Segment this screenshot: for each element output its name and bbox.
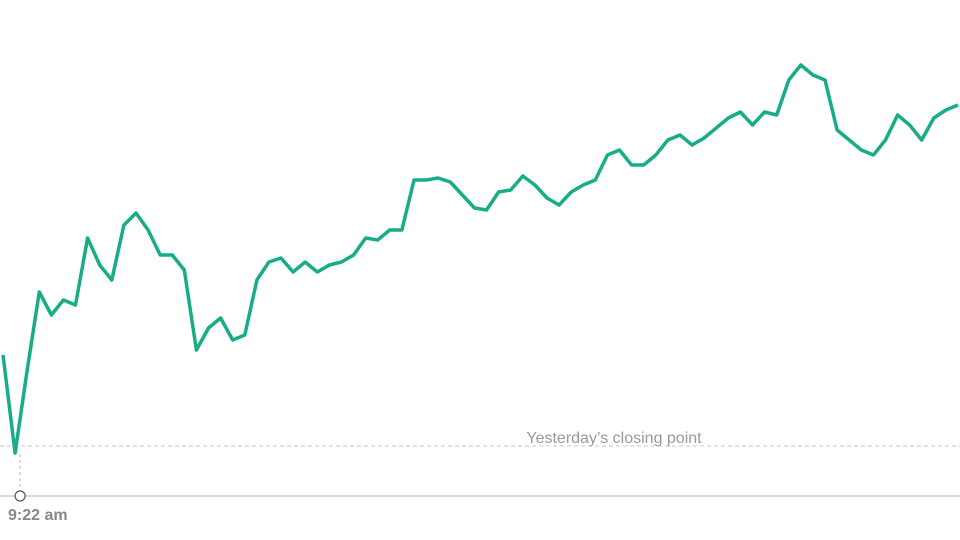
reference-label: Yesterday’s closing point	[526, 430, 702, 447]
x-tick-label: 9:22 am	[8, 507, 68, 524]
tick-marker	[14, 490, 26, 502]
price-line	[1, 63, 959, 455]
